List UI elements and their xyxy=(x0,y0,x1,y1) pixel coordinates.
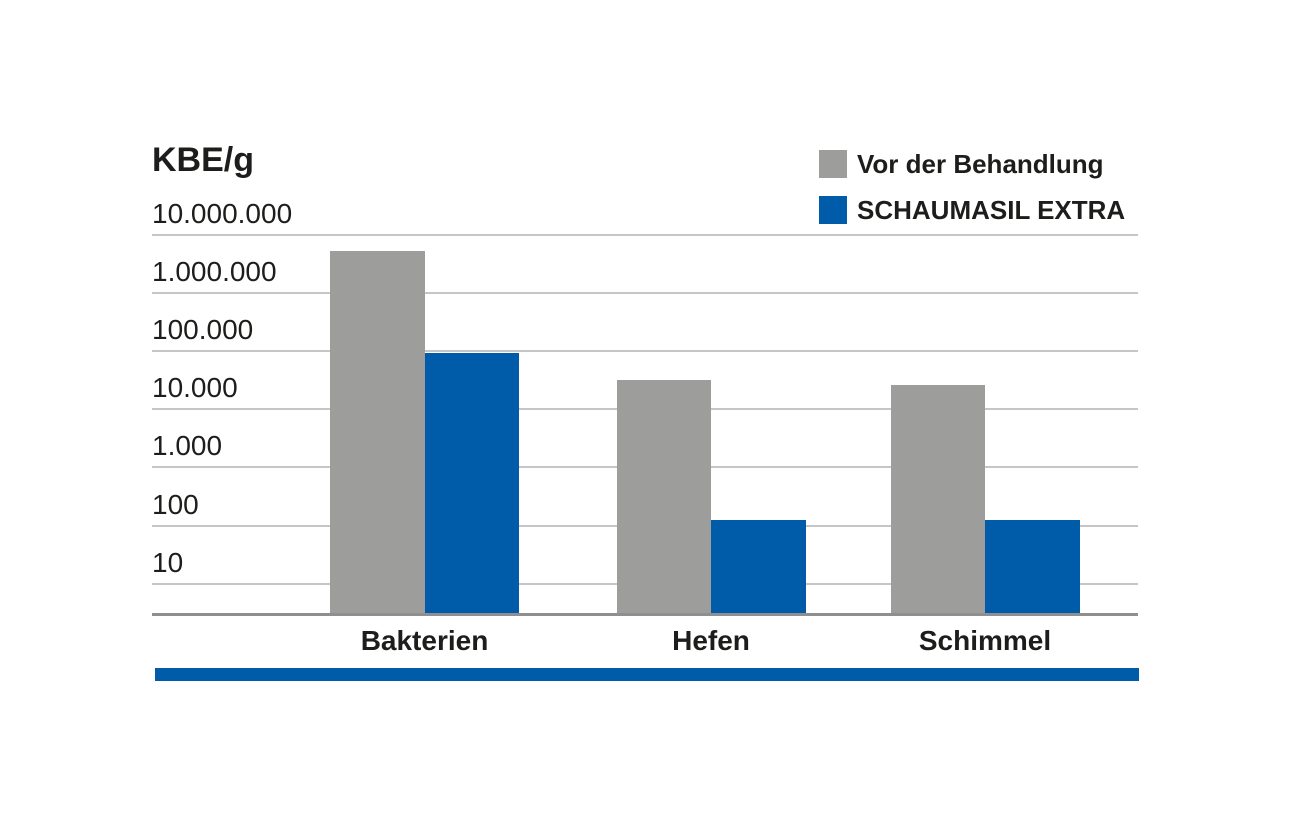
bar-schaumasil-extra-schimmel xyxy=(985,519,1080,614)
bar-schaumasil-extra-hefen xyxy=(711,519,806,614)
legend-label-schaumasil-extra: SCHAUMASIL EXTRA xyxy=(857,195,1126,225)
y-tick-label: 1.000.000 xyxy=(152,255,277,287)
bar-vor-der-behandlung-schimmel xyxy=(890,384,985,614)
y-tick-label: 10.000 xyxy=(152,372,238,404)
y-gridline xyxy=(152,233,1138,236)
chart-title: KBE/g xyxy=(152,141,254,179)
category-label-hefen: Hefen xyxy=(672,625,750,656)
legend-swatch-blue xyxy=(819,196,847,224)
y-tick-label: 10 xyxy=(152,546,184,578)
legend-item-vor-der-behandlung: Vor der Behandlung xyxy=(819,150,1104,178)
bar-vor-der-behandlung-bakterien xyxy=(330,251,425,614)
y-tick-label: 100.000 xyxy=(152,313,254,345)
y-tick-label: 1.000 xyxy=(152,430,223,462)
y-gridline xyxy=(152,291,1138,294)
legend-item-schaumasil-extra: SCHAUMASIL EXTRA xyxy=(819,196,1125,224)
bar-vor-der-behandlung-hefen xyxy=(616,380,711,614)
legend-swatch-gray xyxy=(819,150,847,178)
legend-label-vor-der-behandlung: Vor der Behandlung xyxy=(857,149,1104,179)
y-tick-label: 100 xyxy=(152,488,199,520)
category-label-bakterien: Bakterien xyxy=(360,625,489,656)
bar-schaumasil-extra-bakterien xyxy=(424,352,519,614)
x-axis-line xyxy=(152,612,1138,616)
category-label-schimmel: Schimmel xyxy=(918,625,1052,656)
footer-rule xyxy=(155,668,1139,681)
y-gridline xyxy=(152,349,1138,352)
y-tick-label: 10.000.000 xyxy=(152,197,293,229)
